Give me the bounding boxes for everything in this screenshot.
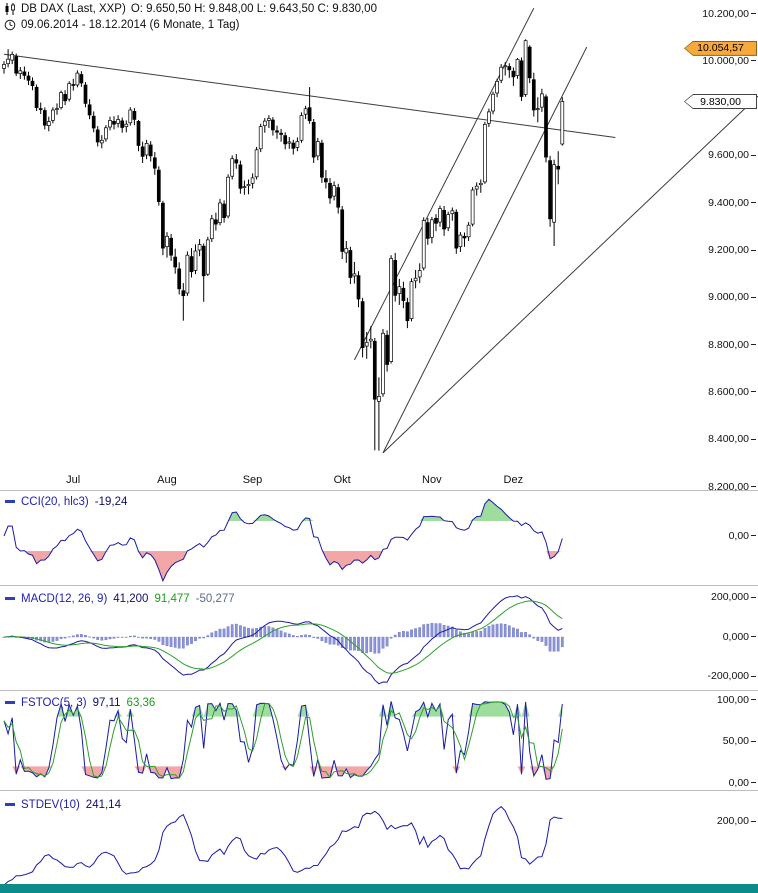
last-price-tag[interactable]: 9.830,00	[684, 94, 757, 109]
price-axis-label: 10.200,00	[702, 8, 756, 20]
price-tag-value: 10.054,57	[697, 42, 744, 55]
price-axis-label: 9.400,00	[708, 197, 756, 209]
fstoc-axis-label: 50,00	[723, 735, 756, 747]
fstoc-d-value: 63,36	[126, 696, 156, 709]
ohlc-values: O: 9.650,50 H: 9.848,00 L: 9.643,50 C: 9…	[130, 3, 377, 15]
stdev-axis-label: 200,00	[717, 815, 756, 827]
cci-value: -19,24	[94, 495, 128, 508]
month-label-aug: Aug	[157, 474, 177, 486]
macd-value: 41,200	[113, 592, 149, 605]
cci-axis-label: 0,00	[729, 530, 756, 542]
cci-panel-header: CCI(20, hlc3) -19,24	[5, 495, 127, 508]
month-label-dez: Dez	[503, 474, 524, 486]
fstoc-axis-label: 0,00	[729, 777, 756, 789]
price-axis-label: 9.000,00	[708, 291, 756, 303]
month-label-okt: Okt	[333, 474, 351, 486]
instrument-icon	[4, 3, 16, 15]
panel-separator	[0, 490, 758, 491]
stdev-value: 241,14	[85, 798, 121, 811]
bottom-panel-bar[interactable]	[0, 884, 758, 893]
price-axis-label: 8.200,00	[708, 481, 756, 493]
month-label-nov: Nov	[422, 474, 442, 486]
macd-axis-label: -200,000	[708, 670, 756, 682]
panel-separator	[0, 690, 758, 691]
collapse-icon[interactable]	[5, 803, 15, 806]
month-label-jul: Jul	[66, 474, 81, 486]
price-axis-label: 9.600,00	[708, 149, 756, 161]
macd-label: MACD(12, 26, 9)	[21, 592, 108, 605]
price-axis-label: 8.800,00	[708, 339, 756, 351]
date-range: 09.06.2014 - 18.12.2014 (6 Monate, 1 Tag…	[21, 19, 240, 31]
price-axis-label: 8.400,00	[708, 433, 756, 445]
fstoc-panel-header: FSTOC(5, 3) 97,11 63,36	[5, 696, 155, 709]
stdev-label: STDEV(10)	[21, 798, 80, 811]
collapse-icon[interactable]	[5, 701, 15, 704]
price-axis-label: 8.600,00	[708, 386, 756, 398]
macd-histogram-value: -50,277	[195, 592, 235, 605]
collapse-icon[interactable]	[5, 500, 15, 503]
fstoc-label: FSTOC(5, 3)	[21, 696, 87, 709]
month-label-sep: Sep	[242, 474, 263, 486]
fstoc-axis-label: 100,00	[717, 694, 756, 706]
price-tag-value: 9.830,00	[700, 95, 741, 108]
price-axis-label: 9.200,00	[708, 244, 756, 256]
clock-icon	[4, 19, 16, 31]
macd-panel-header: MACD(12, 26, 9) 41,200 91,477 -50,277	[5, 592, 235, 605]
chart-title: DB DAX (Last, XXP)	[21, 3, 126, 15]
collapse-icon[interactable]	[5, 597, 15, 600]
stdev-panel-header: STDEV(10) 241,14	[5, 798, 121, 811]
date-range-row: 09.06.2014 - 18.12.2014 (6 Monate, 1 Tag…	[4, 19, 239, 31]
main-chart-header: DB DAX (Last, XXP) O: 9.650,50 H: 9.848,…	[4, 3, 377, 15]
price-axis-label: 10.000,00	[702, 55, 756, 67]
high-price-tag[interactable]: 10.054,57	[684, 40, 757, 56]
macd-axis-label: 200,000	[711, 591, 756, 603]
macd-signal-value: 91,477	[154, 592, 190, 605]
cci-label: CCI(20, hlc3)	[21, 495, 89, 508]
macd-axis-label: 0,000	[723, 631, 756, 643]
panel-separator	[0, 585, 758, 586]
panel-separator	[0, 790, 758, 791]
fstoc-k-value: 97,11	[92, 696, 121, 709]
